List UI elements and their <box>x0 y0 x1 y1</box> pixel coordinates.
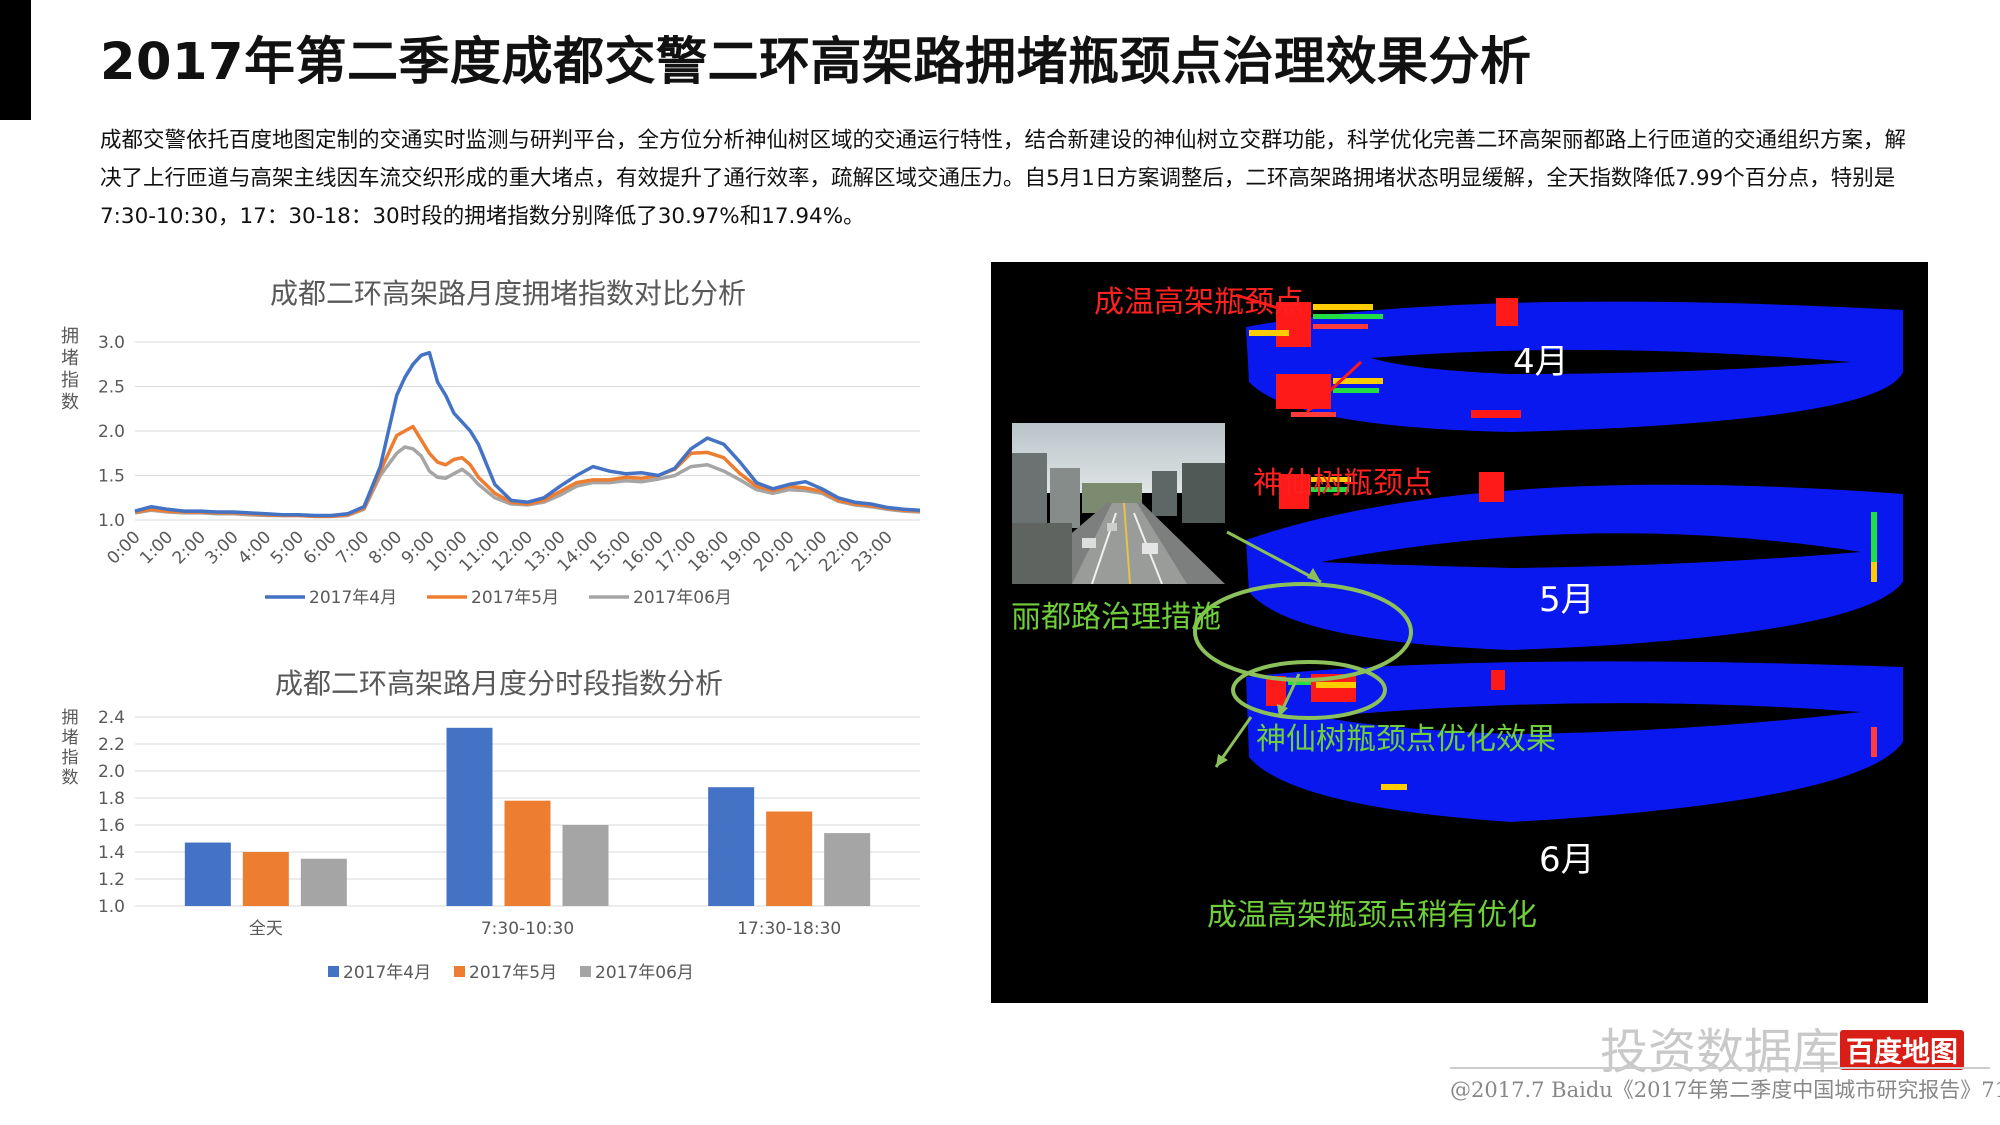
series-line <box>134 350 921 518</box>
arrow-lidu <box>1226 530 1322 584</box>
bar <box>708 787 755 906</box>
label-chengwen-bottleneck: 成温高架瓶颈点 <box>1094 285 1304 320</box>
footer-source: @2017.7 Baidu《2017年第二季度中国城市研究报告》71 <box>1450 1078 2000 1102</box>
y-tick-label: 2.5 <box>98 378 125 398</box>
y-tick-label: 1.0 <box>98 511 125 531</box>
road-photo <box>1012 423 1225 584</box>
y-axis-label-char: 数 <box>61 392 79 413</box>
ring-june <box>1246 661 1903 822</box>
legend-swatch <box>580 966 591 977</box>
arrow-head-shenxianshu <box>1307 399 1320 412</box>
bar <box>504 800 551 906</box>
arrow-head-chengwen <box>1291 309 1307 320</box>
y-tick-label: 1.6 <box>98 816 125 836</box>
ring-may <box>1246 472 1903 650</box>
y-tick-label: 1.2 <box>98 870 125 890</box>
x-tick-label: 全天 <box>249 919 283 939</box>
y-tick-label: 2.2 <box>98 735 125 755</box>
y-tick-label: 1.5 <box>98 467 125 487</box>
bar <box>766 811 813 906</box>
y-axis-label-char: 堵 <box>61 348 79 369</box>
watermark-brand: 投资数据库 <box>1600 1024 1841 1080</box>
x-tick-label: 2:00 <box>169 527 210 568</box>
label-lidu-measure: 丽都路治理措施 <box>1011 600 1221 635</box>
y-tick-label: 2.0 <box>98 762 125 782</box>
baidu-map-logo: 百度地图 <box>1840 1030 1965 1070</box>
legend-label: 2017年4月 <box>343 963 431 983</box>
bar <box>242 852 289 906</box>
month-label-april: 4月 <box>1513 342 1569 382</box>
y-tick-label: 3.0 <box>98 333 125 353</box>
x-tick-label: 7:00 <box>332 527 373 568</box>
y-axis-label-char: 指 <box>61 370 79 391</box>
y-tick-label: 1.4 <box>98 843 125 863</box>
y-axis-label-char: 指 <box>62 748 79 768</box>
legend-swatch <box>454 966 465 977</box>
x-tick-label: 4:00 <box>234 527 275 568</box>
bar <box>300 858 347 906</box>
bar <box>184 842 231 906</box>
highlight-ellipse-june <box>1231 660 1387 720</box>
x-tick-label: 8:00 <box>365 527 406 568</box>
x-tick-label: 5:00 <box>267 527 308 568</box>
left-accent-bar <box>0 0 31 120</box>
highlight-ellipse-may <box>1193 582 1413 682</box>
arrow-head-chengwen-opt <box>1216 754 1228 767</box>
bar <box>446 727 493 906</box>
x-tick-label: 7:30-10:30 <box>481 919 574 939</box>
footer-rule <box>1450 1067 1990 1069</box>
ring-april <box>1246 298 1903 432</box>
page-title: 2017年第二季度成都交警二环高架路拥堵瓶颈点治理效果分析 <box>100 33 1532 92</box>
arrow-head-effect <box>1277 704 1288 717</box>
y-axis-label-char: 数 <box>62 768 79 788</box>
y-tick-label: 2.0 <box>98 422 125 442</box>
bar-chart-title: 成都二环高架路月度分时段指数分析 <box>275 667 724 700</box>
bar <box>824 833 871 906</box>
y-axis-label-char: 拥 <box>61 326 79 347</box>
y-tick-label: 2.4 <box>98 708 125 728</box>
month-label-may: 5月 <box>1539 580 1595 620</box>
legend-swatch <box>328 966 339 977</box>
y-tick-label: 1.0 <box>98 897 125 917</box>
label-shenxianshu-bottleneck: 神仙树瓶颈点 <box>1253 466 1433 501</box>
legend-label: 2017年06月 <box>633 588 732 608</box>
x-tick-label: 3:00 <box>202 527 243 568</box>
month-label-june: 6月 <box>1539 840 1595 880</box>
label-chengwen-optimized: 成温高架瓶颈点稍有优化 <box>1207 898 1537 933</box>
x-tick-label: 0:00 <box>103 527 144 568</box>
legend-label: 2017年5月 <box>471 588 559 608</box>
congestion-ring-visualization: 成温高架瓶颈点 神仙树瓶颈点 丽都路治理措施 神仙树瓶颈点优化效果 成温高架瓶颈… <box>991 262 1928 1003</box>
arrow-head-lidu <box>1307 568 1321 582</box>
y-tick-label: 1.8 <box>98 789 125 809</box>
label-shenxianshu-effect: 神仙树瓶颈点优化效果 <box>1256 722 1556 757</box>
x-tick-label: 17:30-18:30 <box>737 919 841 939</box>
line-chart-title: 成都二环高架路月度拥堵指数对比分析 <box>270 277 747 310</box>
y-axis-label-char: 拥 <box>62 708 79 728</box>
legend-label: 2017年06月 <box>595 963 694 983</box>
x-tick-label: 6:00 <box>300 527 341 568</box>
bar <box>562 825 609 906</box>
legend-label: 2017年5月 <box>469 963 557 983</box>
y-axis-label-char: 堵 <box>62 728 79 748</box>
legend-label: 2017年4月 <box>309 588 397 608</box>
x-tick-label: 1:00 <box>136 527 177 568</box>
ring-graphics <box>1193 293 1903 822</box>
intro-paragraph: 成都交警依托百度地图定制的交通实时监测与研判平台，全方位分析神仙树区域的交通运行… <box>100 128 1907 229</box>
line-chart: 1.0 1.5 2.0 2.5 3.0 拥堵指数 0:001:002:003:004:005… <box>61 326 921 608</box>
